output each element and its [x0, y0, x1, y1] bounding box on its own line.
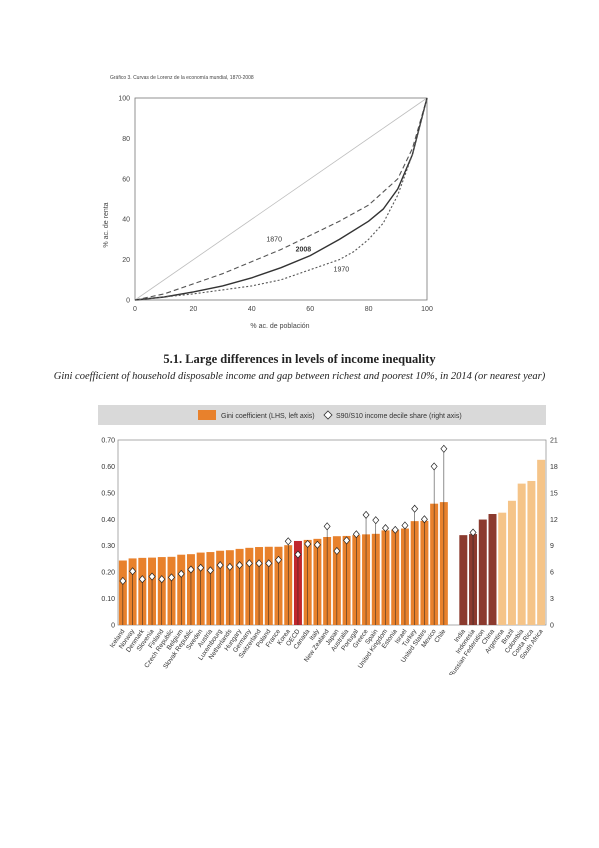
- gini-right-tick-label: 0: [550, 623, 554, 630]
- lorenz-x-tick-label: 40: [248, 306, 256, 313]
- lorenz-series-line: [134, 97, 428, 301]
- gini-right-tick-label: 12: [550, 517, 558, 524]
- gini-chart-subtitle: Gini coefficient of household disposable…: [53, 371, 546, 382]
- lorenz-plot-frame: [134, 97, 428, 301]
- s90s10-marker: [138, 575, 146, 584]
- gini-left-tick-label: 0: [111, 623, 115, 630]
- s90s10-marker: [382, 524, 389, 533]
- gini-chart-title: 5.1. Large differences in levels of inco…: [163, 352, 436, 366]
- s90s10-marker: [304, 539, 312, 548]
- lorenz-y-tick-label: 80: [122, 136, 130, 143]
- lorenz-series-label: 2008: [296, 247, 312, 254]
- lorenz-series-label: 1870: [266, 236, 282, 243]
- s90s10-marker: [401, 521, 409, 530]
- s90s10-marker: [265, 559, 273, 568]
- gini-bar: [478, 519, 487, 625]
- lorenz-y-tick-label: 100: [118, 96, 130, 103]
- legend-s90s10-label: S90/S10 income decile share (right axis): [336, 413, 462, 420]
- gini-right-tick-label: 21: [550, 438, 558, 445]
- gini-left-tick-label: 0.30: [101, 543, 115, 550]
- lorenz-series-line: [134, 97, 428, 301]
- lorenz-y-axis-label: % ac. de renta: [103, 202, 110, 247]
- s90s10-marker: [168, 573, 175, 582]
- gini-bar: [527, 480, 536, 625]
- s90s10-marker: [372, 516, 380, 525]
- s90s10-marker: [391, 525, 399, 534]
- gini-right-tick-label: 15: [550, 490, 558, 497]
- legend-gini-label: Gini coefficient (LHS, left axis): [221, 413, 315, 420]
- lorenz-y-tick-label: 20: [122, 257, 130, 264]
- lorenz-series-line: [134, 97, 428, 301]
- lorenz-y-tick-label: 60: [122, 176, 130, 183]
- s90s10-marker: [197, 563, 205, 572]
- s90s10-marker: [430, 462, 438, 471]
- legend-band: [98, 405, 546, 425]
- s90s10-marker: [284, 537, 292, 546]
- gini-right-tick-label: 9: [550, 543, 554, 550]
- s90s10-marker: [275, 555, 282, 564]
- gini-right-tick-label: 3: [550, 596, 554, 603]
- gini-left-tick-label: 0.40: [101, 517, 115, 524]
- lorenz-x-tick-label: 80: [365, 306, 373, 313]
- s90s10-marker: [323, 522, 331, 531]
- gini-left-tick-label: 0.10: [101, 596, 115, 603]
- s90s10-marker: [343, 536, 351, 545]
- s90s10-marker: [245, 559, 253, 568]
- s90s10-marker: [148, 572, 156, 581]
- s90s10-marker: [313, 540, 321, 549]
- gini-bar: [488, 514, 497, 625]
- s90s10-marker: [177, 569, 185, 578]
- s90s10-marker: [158, 575, 166, 584]
- s90s10-marker: [469, 528, 477, 537]
- lorenz-y-tick-label: 0: [126, 298, 130, 305]
- s90s10-marker: [411, 504, 419, 513]
- gini-bar: [507, 500, 516, 625]
- gini-right-tick-label: 18: [550, 464, 558, 471]
- s90s10-marker: [187, 565, 195, 574]
- lorenz-x-tick-label: 100: [421, 306, 433, 313]
- gini-chart: Gini coefficient (LHS, left axis) S90/S1…: [98, 405, 558, 675]
- gini-left-tick-label: 0.60: [101, 464, 115, 471]
- gini-left-tick-label: 0.50: [101, 490, 115, 497]
- s90s10-marker: [440, 444, 448, 453]
- s90s10-marker: [206, 566, 214, 575]
- s90s10-marker: [362, 510, 370, 519]
- lorenz-title: Gráfico 3. Curvas de Lorenz de la econom…: [110, 75, 254, 81]
- lorenz-chart: Gráfico 3. Curvas de Lorenz de la econom…: [103, 75, 433, 330]
- gini-right-tick-label: 6: [550, 570, 554, 577]
- lorenz-x-axis-label: % ac. de población: [250, 323, 309, 330]
- gini-left-tick-label: 0.20: [101, 570, 115, 577]
- legend-diamond-marker: [323, 410, 333, 420]
- s90s10-marker: [236, 561, 244, 570]
- gini-category-label: Chile: [433, 628, 447, 644]
- lorenz-x-tick-label: 60: [306, 306, 314, 313]
- s90s10-marker: [352, 530, 360, 539]
- s90s10-marker: [226, 562, 234, 571]
- gini-bar: [459, 535, 468, 625]
- lorenz-x-tick-label: 0: [133, 306, 137, 313]
- gini-bar: [517, 483, 526, 625]
- legend-bar-swatch: [198, 410, 216, 420]
- s90s10-marker: [129, 567, 137, 576]
- lorenz-series-label: 1970: [334, 267, 350, 274]
- s90s10-marker: [216, 561, 224, 570]
- gini-left-tick-label: 0.70: [101, 438, 115, 445]
- gini-bar: [498, 512, 507, 625]
- s90s10-marker: [294, 550, 302, 559]
- s90s10-marker: [333, 546, 341, 556]
- s90s10-marker: [255, 559, 263, 568]
- lorenz-y-tick-label: 40: [122, 217, 130, 224]
- gini-bar: [537, 459, 546, 625]
- lorenz-series-line: [134, 97, 428, 301]
- s90s10-marker: [119, 576, 127, 585]
- gini-plot-frame: [117, 439, 547, 626]
- s90s10-marker: [420, 515, 428, 524]
- lorenz-x-tick-label: 20: [190, 306, 198, 313]
